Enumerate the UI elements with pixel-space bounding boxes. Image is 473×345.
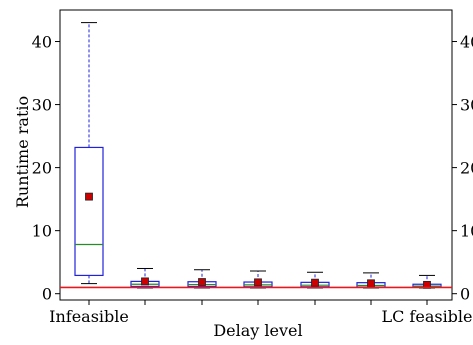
mean-marker-0 (85, 192, 93, 201)
y-tick-label-40: 40 (32, 33, 52, 52)
x-tick-label-0: Infeasible (49, 307, 129, 326)
box-0 (74, 146, 104, 277)
right-tick-label-0: 0 (460, 285, 470, 304)
y-tick-label-0: 0 (42, 285, 52, 304)
x-axis-label: Delay level (213, 321, 302, 340)
y-tick-label-20: 20 (32, 159, 52, 178)
plot-area: 0 0 10 10 20 20 30 30 40 40 Infeasible LC feasible (32, 9, 473, 326)
mean-marker-2 (198, 278, 206, 286)
mean-marker-6 (423, 280, 431, 289)
right-tick-label-20: 20 (460, 159, 473, 178)
right-tick-label-40: 40 (460, 33, 473, 52)
right-tick-label-10: 10 (460, 222, 473, 241)
y-tick-label-30: 30 (32, 96, 52, 115)
y-tick-label-10: 10 (32, 222, 52, 241)
right-tick-label-30: 30 (460, 96, 473, 115)
y-axis-label: Runtime ratio (13, 96, 32, 208)
x-tick-label-6: LC feasible (381, 307, 472, 326)
mean-marker-5 (367, 279, 375, 288)
mean-marker-1 (141, 277, 149, 286)
plot-frame (59, 9, 453, 301)
mean-marker-3 (254, 278, 262, 287)
mean-marker-4 (311, 278, 319, 287)
